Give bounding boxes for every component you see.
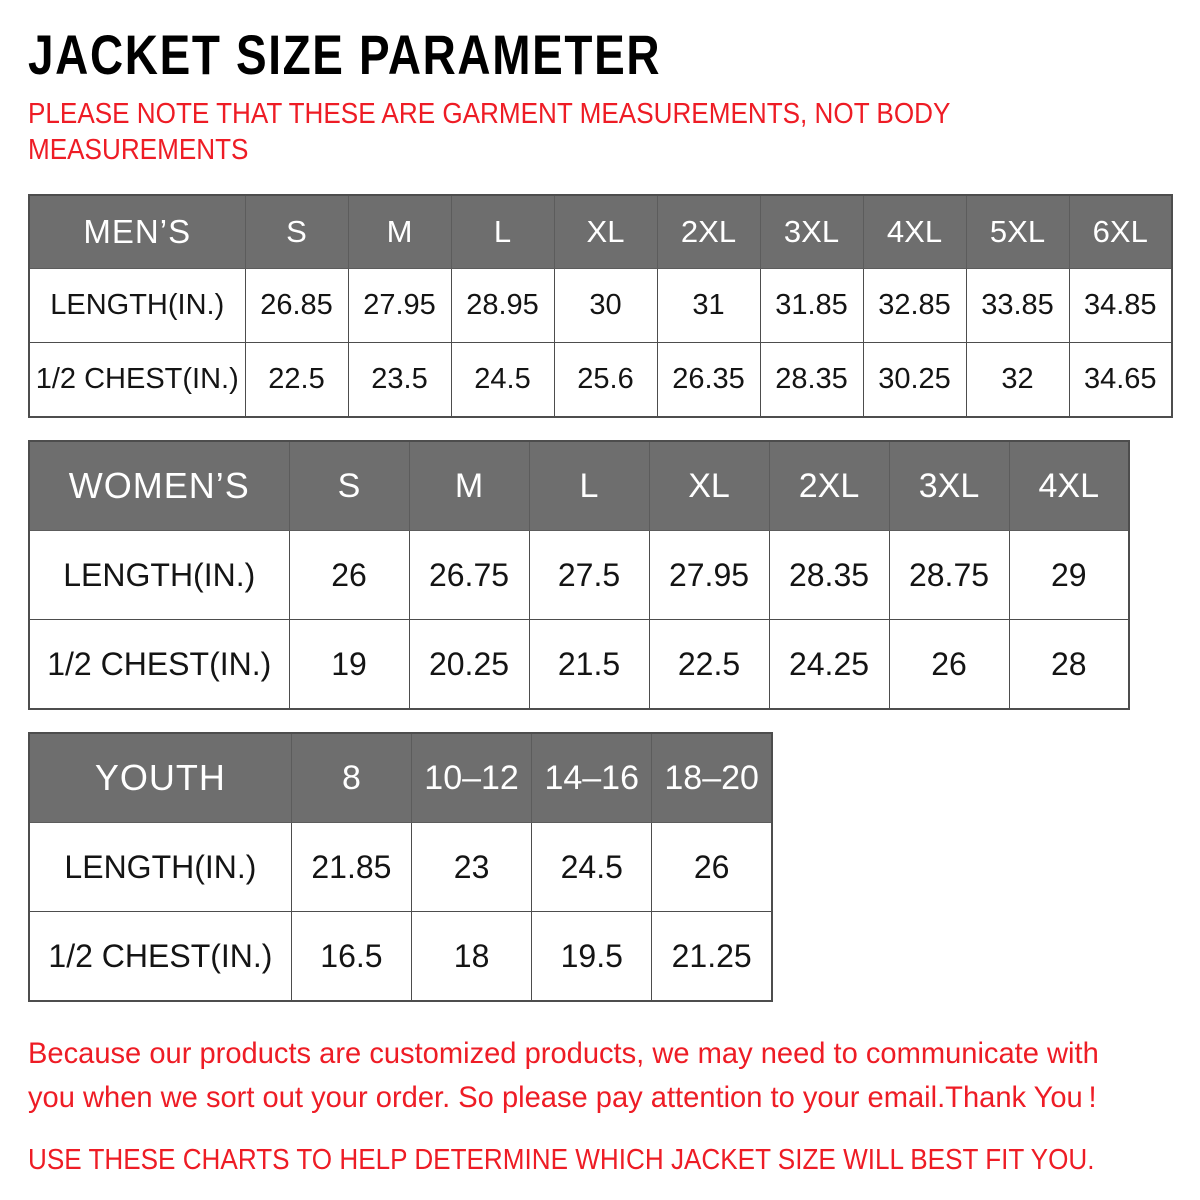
- womens-header-row: WOMEN’S S M L XL 2XL 3XL 4XL: [28, 440, 1130, 531]
- womens-length-xl: 27.95: [648, 530, 770, 620]
- youth-length-8: 21.85: [290, 822, 413, 912]
- womens-col-header-3xl: 3XL: [888, 440, 1010, 531]
- mens-corner-label: MEN’S: [28, 194, 246, 269]
- youth-chest-10-12: 18: [410, 911, 533, 1002]
- womens-chest-m: 20.25: [408, 619, 530, 710]
- womens-corner-label: WOMEN’S: [28, 440, 290, 531]
- use-charts-note: USE THESE CHARTS TO HELP DETERMINE WHICH…: [28, 1144, 1095, 1176]
- mens-chest-5xl: 32: [965, 342, 1070, 418]
- womens-size-table: WOMEN’S S M L XL 2XL 3XL 4XL LENGTH(IN.)…: [28, 440, 1130, 710]
- mens-length-m: 27.95: [347, 268, 452, 343]
- womens-length-label: LENGTH(IN.): [28, 530, 290, 620]
- youth-corner-label: YOUTH: [28, 732, 292, 823]
- mens-length-s: 26.85: [244, 268, 349, 343]
- womens-chest-label: 1/2 CHEST(IN.): [28, 619, 290, 710]
- mens-length-2xl: 31: [656, 268, 761, 343]
- mens-col-header-l: L: [450, 194, 555, 269]
- youth-length-14-16: 24.5: [531, 822, 653, 912]
- youth-chest-label: 1/2 CHEST(IN.): [28, 911, 292, 1002]
- womens-chest-2xl: 24.25: [768, 619, 890, 710]
- youth-chest-18-20: 21.25: [651, 911, 773, 1002]
- youth-col-header-14-16: 14–16: [531, 732, 653, 823]
- womens-col-header-xl: XL: [648, 440, 770, 531]
- youth-length-10-12: 23: [410, 822, 533, 912]
- womens-length-4xl: 29: [1008, 530, 1130, 620]
- mens-chest-3xl: 28.35: [759, 342, 864, 418]
- womens-col-header-4xl: 4XL: [1008, 440, 1130, 531]
- youth-table-head: YOUTH 8 10–12 14–16 18–20: [28, 732, 773, 823]
- page-title: JACKET SIZE PARAMETER: [28, 23, 662, 86]
- mens-chest-label: 1/2 CHEST(IN.): [28, 342, 246, 418]
- womens-col-header-s: S: [288, 440, 410, 531]
- mens-length-l: 28.95: [450, 268, 555, 343]
- mens-length-xl: 30: [553, 268, 658, 343]
- mens-length-5xl: 33.85: [965, 268, 1070, 343]
- womens-length-m: 26.75: [408, 530, 530, 620]
- youth-length-18-20: 26: [651, 822, 773, 912]
- youth-chest-14-16: 19.5: [531, 911, 653, 1002]
- womens-col-header-m: M: [408, 440, 530, 531]
- youth-col-header-8: 8: [290, 732, 413, 823]
- mens-col-header-6xl: 6XL: [1068, 194, 1173, 269]
- mens-col-header-s: S: [244, 194, 349, 269]
- womens-table-body: LENGTH(IN.) 26 26.75 27.5 27.95 28.35 28…: [28, 530, 1130, 710]
- mens-header-row: MEN’S S M L XL 2XL 3XL 4XL 5XL 6XL: [28, 194, 1173, 269]
- womens-length-2xl: 28.35: [768, 530, 890, 620]
- table-row: 1/2 CHEST(IN.) 22.5 23.5 24.5 25.6 26.35…: [28, 342, 1173, 418]
- mens-size-table: MEN’S S M L XL 2XL 3XL 4XL 5XL 6XL LENGT…: [28, 194, 1173, 418]
- table-row: LENGTH(IN.) 21.85 23 24.5 26: [28, 822, 773, 912]
- mens-length-label: LENGTH(IN.): [28, 268, 246, 343]
- womens-chest-3xl: 26: [888, 619, 1010, 710]
- womens-length-s: 26: [288, 530, 410, 620]
- womens-col-header-l: L: [528, 440, 650, 531]
- mens-chest-2xl: 26.35: [656, 342, 761, 418]
- mens-chest-xl: 25.6: [553, 342, 658, 418]
- womens-chest-4xl: 28: [1008, 619, 1130, 710]
- mens-col-header-3xl: 3XL: [759, 194, 864, 269]
- youth-size-table: YOUTH 8 10–12 14–16 18–20 LENGTH(IN.) 21…: [28, 732, 773, 1002]
- womens-chest-s: 19: [288, 619, 410, 710]
- mens-chest-s: 22.5: [244, 342, 349, 418]
- table-row: LENGTH(IN.) 26.85 27.95 28.95 30 31 31.8…: [28, 268, 1173, 343]
- mens-chest-4xl: 30.25: [862, 342, 967, 418]
- mens-chest-m: 23.5: [347, 342, 452, 418]
- youth-header-row: YOUTH 8 10–12 14–16 18–20: [28, 732, 773, 823]
- youth-table-body: LENGTH(IN.) 21.85 23 24.5 26 1/2 CHEST(I…: [28, 822, 773, 1002]
- customization-note: Because our products are customized prod…: [28, 1037, 1099, 1114]
- youth-col-header-18-20: 18–20: [651, 732, 773, 823]
- garment-measurement-note: PLEASE NOTE THAT THESE ARE GARMENT MEASU…: [28, 98, 950, 166]
- youth-length-label: LENGTH(IN.): [28, 822, 292, 912]
- table-row: 1/2 CHEST(IN.) 16.5 18 19.5 21.25: [28, 911, 773, 1002]
- womens-table-head: WOMEN’S S M L XL 2XL 3XL 4XL: [28, 440, 1130, 531]
- womens-length-l: 27.5: [528, 530, 650, 620]
- mens-chest-6xl: 34.65: [1068, 342, 1173, 418]
- table-row: 1/2 CHEST(IN.) 19 20.25 21.5 22.5 24.25 …: [28, 619, 1130, 710]
- mens-col-header-4xl: 4XL: [862, 194, 967, 269]
- womens-chest-xl: 22.5: [648, 619, 770, 710]
- mens-col-header-2xl: 2XL: [656, 194, 761, 269]
- table-row: LENGTH(IN.) 26 26.75 27.5 27.95 28.35 28…: [28, 530, 1130, 620]
- womens-length-3xl: 28.75: [888, 530, 1010, 620]
- womens-chest-l: 21.5: [528, 619, 650, 710]
- mens-length-3xl: 31.85: [759, 268, 864, 343]
- youth-chest-8: 16.5: [290, 911, 413, 1002]
- mens-col-header-m: M: [347, 194, 452, 269]
- mens-table-head: MEN’S S M L XL 2XL 3XL 4XL 5XL 6XL: [28, 194, 1173, 269]
- mens-col-header-xl: XL: [553, 194, 658, 269]
- mens-length-4xl: 32.85: [862, 268, 967, 343]
- mens-length-6xl: 34.85: [1068, 268, 1173, 343]
- youth-col-header-10-12: 10–12: [410, 732, 533, 823]
- mens-col-header-5xl: 5XL: [965, 194, 1070, 269]
- mens-table-body: LENGTH(IN.) 26.85 27.95 28.95 30 31 31.8…: [28, 268, 1173, 418]
- womens-col-header-2xl: 2XL: [768, 440, 890, 531]
- mens-chest-l: 24.5: [450, 342, 555, 418]
